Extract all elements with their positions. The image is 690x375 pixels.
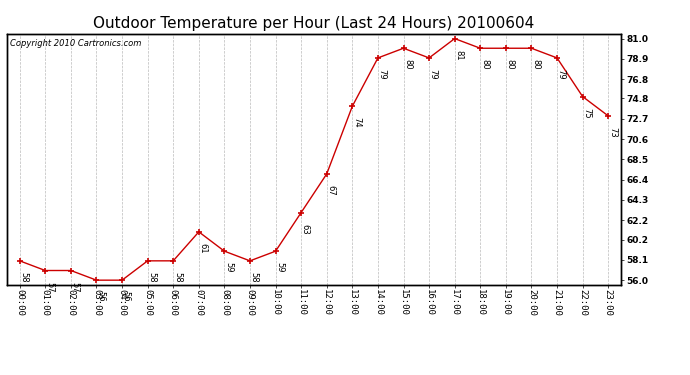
Text: 58: 58 — [173, 272, 182, 283]
Text: 59: 59 — [275, 262, 284, 273]
Text: 80: 80 — [506, 59, 515, 70]
Text: 57: 57 — [45, 282, 54, 292]
Text: 56: 56 — [121, 291, 130, 302]
Text: 56: 56 — [96, 291, 105, 302]
Text: Copyright 2010 Cartronics.com: Copyright 2010 Cartronics.com — [10, 39, 141, 48]
Text: 74: 74 — [352, 117, 361, 128]
Text: 63: 63 — [301, 224, 310, 234]
Text: 58: 58 — [19, 272, 28, 283]
Text: 80: 80 — [403, 59, 412, 70]
Text: 80: 80 — [531, 59, 540, 70]
Text: 58: 58 — [250, 272, 259, 283]
Text: 67: 67 — [326, 185, 335, 196]
Text: 59: 59 — [224, 262, 233, 273]
Text: 79: 79 — [557, 69, 566, 80]
Text: 57: 57 — [70, 282, 79, 292]
Text: 80: 80 — [480, 59, 489, 70]
Text: 81: 81 — [454, 50, 464, 60]
Text: 75: 75 — [582, 108, 591, 118]
Text: 58: 58 — [147, 272, 157, 283]
Text: 73: 73 — [608, 127, 617, 138]
Text: 61: 61 — [199, 243, 208, 254]
Text: 79: 79 — [377, 69, 386, 80]
Title: Outdoor Temperature per Hour (Last 24 Hours) 20100604: Outdoor Temperature per Hour (Last 24 Ho… — [93, 16, 535, 31]
Text: 79: 79 — [428, 69, 437, 80]
